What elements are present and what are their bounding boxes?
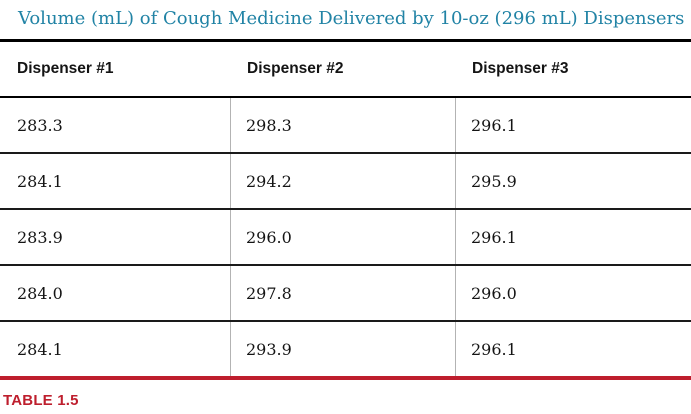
table-cell: 284.1	[17, 339, 63, 359]
table-row: 284.1 293.9 296.1	[0, 320, 691, 376]
column-header-dispenser-3: Dispenser #3	[472, 60, 569, 77]
table-row: 284.1 294.2 295.9	[0, 152, 691, 208]
data-table: Dispenser #1 Dispenser #2 Dispenser #3 2…	[0, 39, 691, 380]
table-caption: TABLE 1.5	[3, 392, 79, 409]
column-header-dispenser-2: Dispenser #2	[247, 60, 344, 77]
table-row: 283.9 296.0 296.1	[0, 208, 691, 264]
table-body: 283.3 298.3 296.1 284.1 294.2 295.9 283.…	[0, 98, 691, 376]
table-cell: 283.9	[17, 227, 63, 247]
table-cell: 296.1	[455, 322, 691, 376]
table-cell: 297.8	[230, 266, 455, 320]
table-cell: 298.3	[230, 98, 455, 152]
table-cell: 283.3	[17, 115, 63, 135]
table-cell: 296.0	[455, 266, 691, 320]
table-cell: 296.0	[230, 210, 455, 264]
table-title: Volume (mL) of Cough Medicine Delivered …	[18, 8, 685, 29]
table-cell: 296.1	[455, 210, 691, 264]
column-header-dispenser-1: Dispenser #1	[17, 60, 114, 77]
table-row: 284.0 297.8 296.0	[0, 264, 691, 320]
table-cell: 284.0	[17, 283, 63, 303]
table-cell: 295.9	[455, 154, 691, 208]
table-cell: 293.9	[230, 322, 455, 376]
table-bottom-rule	[0, 376, 691, 380]
table-cell: 294.2	[230, 154, 455, 208]
table-cell: 296.1	[455, 98, 691, 152]
table-header-row: Dispenser #1 Dispenser #2 Dispenser #3	[0, 39, 691, 98]
table-cell: 284.1	[17, 171, 63, 191]
table-row: 283.3 298.3 296.1	[0, 98, 691, 152]
